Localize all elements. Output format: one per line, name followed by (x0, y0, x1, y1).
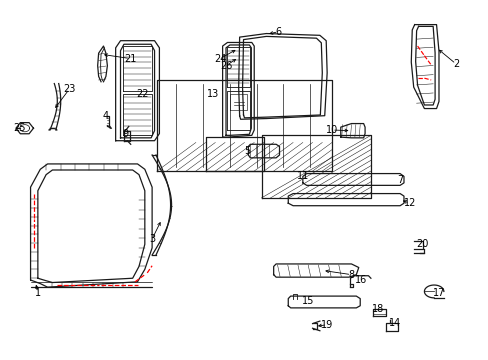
Text: 20: 20 (415, 239, 427, 249)
Text: 26: 26 (220, 61, 232, 71)
Text: 15: 15 (301, 296, 313, 306)
Text: 13: 13 (206, 89, 219, 99)
Text: 12: 12 (403, 198, 415, 208)
Text: 4: 4 (102, 111, 109, 121)
Text: 25: 25 (14, 123, 26, 133)
Text: 8: 8 (347, 270, 354, 280)
Text: 5: 5 (244, 147, 249, 157)
Text: 22: 22 (136, 89, 148, 99)
Text: 21: 21 (124, 54, 136, 64)
Text: 6: 6 (275, 27, 281, 37)
Text: 2: 2 (452, 59, 458, 69)
Text: 9: 9 (122, 129, 128, 139)
Text: 23: 23 (63, 84, 76, 94)
Text: 14: 14 (388, 318, 401, 328)
Text: 7: 7 (396, 175, 403, 185)
Text: 11: 11 (296, 171, 308, 181)
Text: 10: 10 (325, 125, 338, 135)
Text: 24: 24 (214, 54, 226, 64)
Text: 17: 17 (432, 288, 444, 297)
Text: 19: 19 (321, 320, 333, 330)
Text: 18: 18 (371, 303, 384, 314)
Text: 3: 3 (149, 234, 155, 244)
Text: 16: 16 (354, 275, 366, 285)
Text: 1: 1 (35, 288, 41, 297)
